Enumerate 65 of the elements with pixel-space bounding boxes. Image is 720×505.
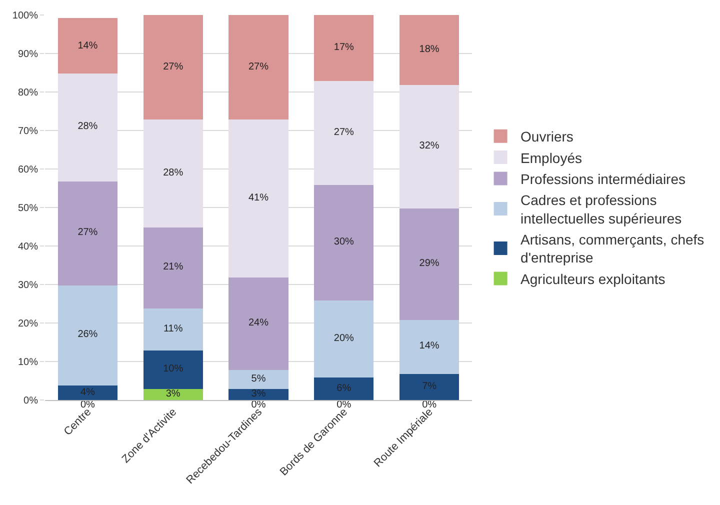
bar	[400, 15, 460, 86]
bar	[314, 15, 374, 82]
bar	[228, 276, 288, 370]
data-label: 24%	[248, 318, 269, 328]
bar	[228, 118, 288, 278]
legend-label: Agriculteurs exploitants	[520, 270, 666, 287]
data-label: 4%	[80, 386, 96, 398]
data-label: 27%	[248, 61, 269, 72]
y-tick-label: 70%	[18, 126, 38, 137]
data-label: 28%	[78, 121, 98, 132]
y-tick-label: 90%	[18, 49, 38, 60]
data-label: 27%	[163, 61, 184, 72]
data-label: 11%	[163, 323, 183, 334]
data-label: 5%	[251, 373, 266, 384]
data-label: 10%	[163, 364, 184, 375]
bar	[314, 184, 374, 301]
y-tick-label: 30%	[18, 280, 38, 291]
data-label: 3%	[251, 388, 266, 400]
data-label: 27%	[334, 126, 354, 138]
y-tick-label: 10%	[18, 357, 38, 368]
bar	[400, 318, 460, 374]
y-tick-label: 50%	[18, 203, 38, 214]
bar	[400, 372, 460, 400]
data-label: 41%	[248, 192, 269, 204]
legend-label: Ouvriers	[520, 128, 574, 145]
bar	[314, 80, 374, 186]
data-label: 29%	[419, 258, 440, 269]
bar	[314, 376, 374, 400]
bar	[228, 15, 288, 120]
bar	[143, 306, 203, 351]
legend-label: Professions intermédiaires	[520, 170, 686, 187]
data-label: 14%	[78, 40, 98, 52]
data-label: 20%	[334, 332, 354, 344]
legend-label: Artisans, commerçants, chefs d'entreprise	[520, 232, 704, 266]
bar	[400, 84, 460, 208]
data-label: 27%	[78, 227, 98, 238]
data-label: 30%	[334, 236, 354, 248]
legend-label: Employés	[520, 150, 582, 166]
y-tick-label: 40%	[18, 242, 38, 252]
bar	[400, 206, 460, 320]
bar	[58, 18, 118, 74]
bar	[143, 118, 203, 228]
y-tick-label: 20%	[18, 318, 38, 330]
bar	[143, 226, 203, 308]
y-tick-label: 0%	[24, 396, 38, 406]
data-label: 17%	[334, 42, 354, 54]
data-label: 14%	[419, 340, 440, 352]
bar	[143, 15, 203, 120]
bar	[58, 180, 118, 286]
bar	[143, 349, 203, 390]
y-tick-label: 80%	[18, 88, 38, 98]
data-label: 26%	[78, 329, 98, 340]
data-label: 6%	[336, 382, 352, 394]
data-label: 28%	[163, 167, 184, 178]
y-tick-label: 100%	[12, 10, 38, 22]
bar	[58, 72, 118, 182]
data-label: 21%	[163, 262, 184, 273]
data-label: 18%	[419, 44, 440, 56]
data-label: 7%	[422, 381, 437, 392]
y-tick-label: 60%	[18, 164, 38, 176]
data-label: 3%	[166, 388, 180, 400]
bar	[58, 284, 118, 386]
bar	[314, 299, 374, 378]
legend-label: Cadres et professions intellectuelles supérieures	[520, 192, 682, 226]
data-label: 32%	[419, 140, 440, 152]
